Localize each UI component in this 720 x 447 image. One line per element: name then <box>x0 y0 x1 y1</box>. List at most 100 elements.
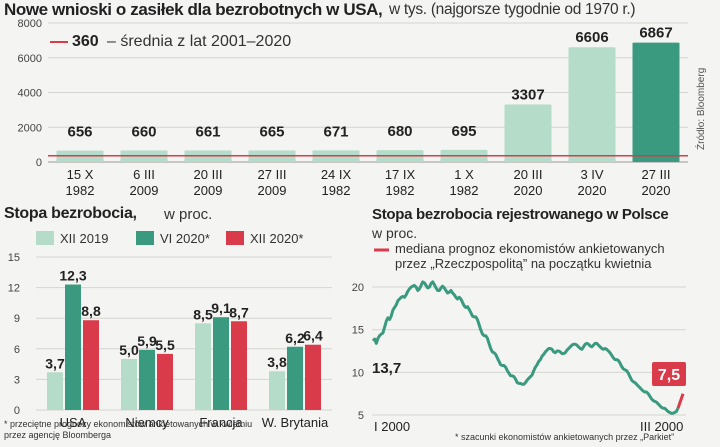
bar <box>213 317 229 410</box>
bar-value-label: 661 <box>195 124 220 141</box>
start-value-label: 13,7 <box>372 360 401 377</box>
bar <box>504 104 552 162</box>
bar <box>632 42 680 162</box>
end-value-label: 7,5 <box>658 367 680 384</box>
bar <box>568 47 616 162</box>
y-tick-label: 0 <box>36 157 42 169</box>
legend-label: XII 2019 <box>60 231 108 246</box>
x-tick-label: 3 IV <box>580 167 603 182</box>
bar-value-label: 680 <box>387 123 412 140</box>
x-tick-label: I 2000 <box>374 419 410 434</box>
bar <box>47 372 63 410</box>
forecast-legend-1: mediana prognoz ekonomistów ankietowanyc… <box>395 241 665 256</box>
bar <box>269 371 285 410</box>
bar-value-label: 8,5 <box>193 306 213 322</box>
bar-value-label: 5,9 <box>137 333 157 349</box>
bar-value-label: 3307 <box>511 87 544 104</box>
y-tick-label: 6 <box>14 344 20 356</box>
poland-footnote: * szacunki ekonomistów ankietowanych prz… <box>455 432 675 442</box>
bar <box>195 323 211 410</box>
x-tick-label: 2009 <box>194 183 223 198</box>
forecast-line <box>676 393 685 409</box>
x-tick-label: III 2000 <box>640 419 683 434</box>
x-tick-label: 15 X <box>67 167 94 182</box>
x-tick-label: 2020 <box>578 183 607 198</box>
bar-value-label: 6606 <box>575 29 608 46</box>
bar-value-label: 6,4 <box>303 328 323 344</box>
x-tick-label: Francja <box>199 415 243 430</box>
bar-value-label: 695 <box>451 123 476 140</box>
x-tick-label: 17 IX <box>385 167 416 182</box>
bar-value-label: 12,3 <box>59 268 86 284</box>
y-tick-label: 20 <box>352 282 364 294</box>
bar-value-label: 671 <box>323 123 348 140</box>
legend-label: XII 2020* <box>250 231 304 246</box>
bar-value-label: 660 <box>131 124 156 141</box>
bar <box>287 346 303 410</box>
page-title: Nowe wnioski o zasiłek dla bezrobotnych … <box>4 0 383 19</box>
bar-value-label: 6,2 <box>285 330 305 346</box>
bar-value-label: 656 <box>67 124 92 141</box>
x-tick-label: 2009 <box>258 183 287 198</box>
y-tick-label: 15 <box>352 325 364 337</box>
unemployment-footnote-1: * przeciętne prognozy ekonomistów ankiet… <box>4 419 253 429</box>
y-tick-label: 5 <box>358 410 364 422</box>
legend-swatch <box>136 231 154 245</box>
y-tick-label: 10 <box>352 367 364 379</box>
x-tick-label: USA <box>60 415 87 430</box>
end-value-badge <box>652 362 686 386</box>
unemployment-chart-title: Stopa bezrobocia, <box>4 205 137 222</box>
x-tick-label: 2009 <box>130 183 159 198</box>
x-tick-label: 2020 <box>642 183 671 198</box>
x-tick-label: 20 III <box>514 167 543 182</box>
bar-value-label: 5,0 <box>119 342 139 358</box>
poland-chart-title: Stopa bezrobocia rejestrowanego w Polsce <box>372 206 669 223</box>
y-tick-label: 9 <box>14 313 20 325</box>
poland-chart-unit: w proc. <box>372 225 418 241</box>
unemployment-line <box>371 280 680 415</box>
x-tick-label: 20 III <box>194 167 223 182</box>
x-tick-label: 1982 <box>322 183 351 198</box>
y-tick-label: 6000 <box>18 53 42 65</box>
x-tick-label: W. Brytania <box>262 415 329 430</box>
bar <box>139 349 155 410</box>
x-tick-label: 1982 <box>66 183 95 198</box>
bar-value-label: 6867 <box>639 25 672 42</box>
x-tick-label: 6 III <box>133 167 155 182</box>
x-tick-label: 2020 <box>514 183 543 198</box>
y-tick-label: 8000 <box>18 18 42 30</box>
bar <box>157 353 173 410</box>
avg-line-value: 360 <box>72 33 99 50</box>
page-subtitle: w tys. (najgorsze tygodnie od 1970 r.) <box>389 1 636 18</box>
y-tick-label: 12 <box>8 283 20 295</box>
legend-label: VI 2020* <box>160 231 210 246</box>
bar-value-label: 3,8 <box>267 354 287 370</box>
bar <box>305 344 321 410</box>
bar-value-label: 665 <box>259 123 284 140</box>
bar <box>121 359 137 410</box>
unemployment-chart-unit: w proc. <box>164 206 213 223</box>
unemployment-footnote-2: przez agencję Bloomberga <box>4 430 112 440</box>
y-tick-label: 2000 <box>18 122 42 134</box>
x-tick-label: 1982 <box>450 183 479 198</box>
bar-value-label: 3,7 <box>45 355 65 371</box>
x-tick-label: 27 III <box>642 167 671 182</box>
x-tick-label: 1 X <box>454 167 474 182</box>
y-tick-label: 0 <box>14 405 20 417</box>
x-tick-label: Niemcy <box>125 415 169 430</box>
forecast-legend-2: przez „Rzeczpospolitą” na początku kwiet… <box>395 256 652 271</box>
y-tick-label: 4000 <box>18 88 42 100</box>
y-tick-label: 3 <box>14 374 20 386</box>
bar <box>231 321 247 410</box>
avg-line-text: – średnia z lat 2001–2020 <box>107 33 292 50</box>
bar-value-label: 5,5 <box>155 337 175 353</box>
bar-value-label: 8,7 <box>229 304 249 320</box>
bar <box>83 320 99 410</box>
x-tick-label: 27 III <box>258 167 287 182</box>
legend-swatch <box>226 231 244 245</box>
bar <box>65 284 81 410</box>
